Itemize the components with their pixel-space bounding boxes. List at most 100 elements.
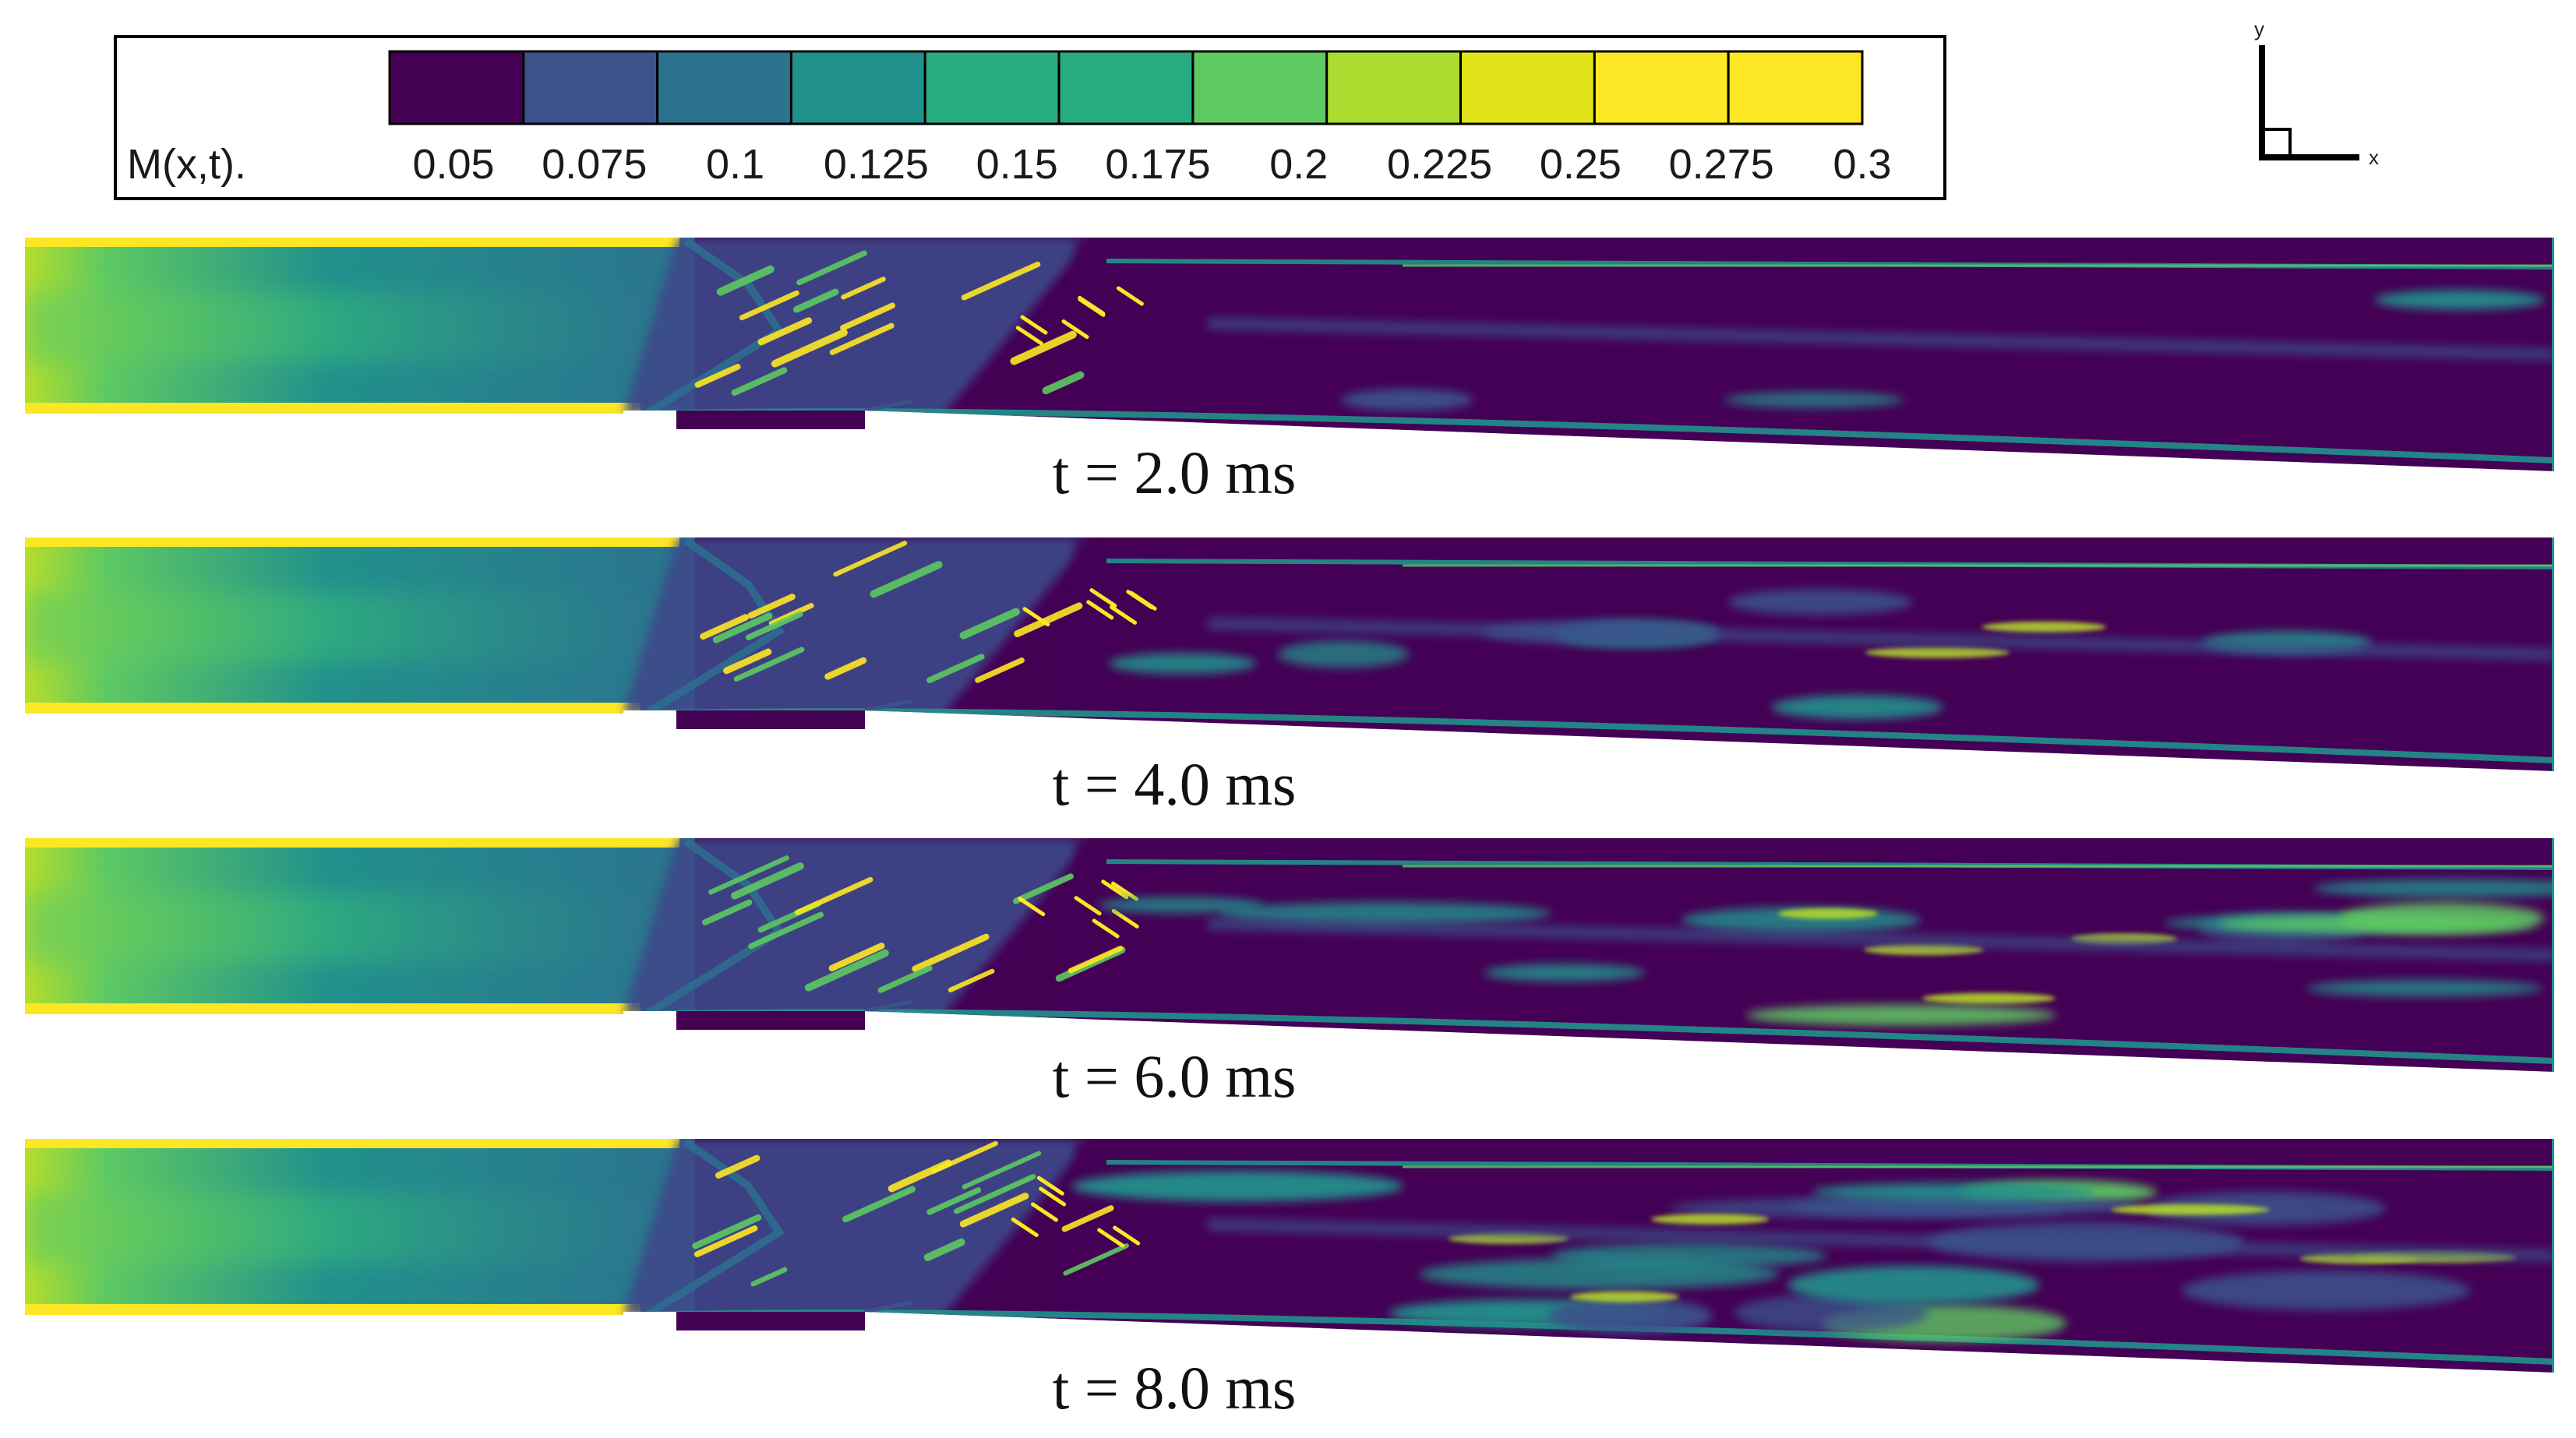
flow-structure	[1745, 1004, 2056, 1026]
flow-structure	[2111, 1204, 2270, 1215]
colorbar-cell	[1191, 50, 1329, 125]
shock-streak	[1030, 1202, 1058, 1222]
colorbar-legend: M(x,t). 0.05 0.075 0.1 0.125 0.15 0.175 0.2 0.2…	[114, 35, 1946, 200]
colorbar-cell	[1593, 50, 1730, 125]
shock-streak	[1111, 908, 1139, 929]
shock-streak	[694, 364, 741, 388]
shock-streak	[804, 949, 889, 992]
cavity-step	[676, 411, 865, 429]
shock-streak	[733, 647, 805, 682]
shock-streak	[708, 855, 789, 895]
flow-structure	[1724, 391, 1904, 408]
shock-streak	[1097, 1228, 1125, 1248]
shock-streak	[747, 594, 796, 619]
shock-streak	[1061, 1205, 1114, 1232]
shock-streak	[1018, 897, 1046, 917]
shock-streak	[1036, 1175, 1064, 1196]
flow-structure	[1727, 589, 1913, 615]
shock-streak	[947, 968, 995, 992]
shock-streak	[962, 1151, 1042, 1190]
colorbar-cell	[789, 50, 926, 125]
shock-streak	[833, 541, 908, 577]
time-label: t = 4.0 ms	[1053, 750, 1297, 818]
flow-panel: t = 6.0 ms	[25, 838, 2554, 1110]
shock-streak	[887, 1159, 952, 1193]
shock-streak	[1012, 873, 1074, 904]
lower-wall-layer	[25, 1304, 640, 1315]
shock-streak	[829, 322, 895, 355]
shock-streak	[870, 561, 943, 598]
flow-structure	[1277, 640, 1410, 668]
upper-wall-layer	[25, 537, 679, 547]
shock-streak	[912, 933, 990, 972]
shock-streak	[828, 943, 885, 972]
shock-streak	[953, 1174, 1036, 1214]
shock-streak	[959, 1192, 1029, 1228]
shock-streak	[840, 302, 896, 331]
shock-streak	[748, 911, 824, 950]
shock-streak	[1110, 604, 1138, 625]
shock-streak	[1067, 945, 1124, 974]
shock-streak	[1113, 1225, 1141, 1246]
shock-streak	[1111, 881, 1139, 901]
colorbar-cell	[923, 50, 1060, 125]
shock-streak	[793, 288, 839, 313]
colorbar-tick-label: 0.3	[1833, 141, 1891, 188]
shock-streak	[926, 654, 985, 684]
shock-streak	[1129, 590, 1157, 611]
colorbar-tick-labels: 0.05 0.075 0.1 0.125 0.15 0.175 0.2 0.225 0.25 0.…	[412, 141, 1891, 188]
colorbar-cell	[1727, 50, 1864, 125]
shock-streak	[796, 250, 867, 286]
shock-streak	[975, 657, 1025, 683]
flow-panel: t = 2.0 ms	[25, 238, 2554, 506]
colorbar-tick-label: 0.275	[1669, 141, 1774, 188]
upper-wall-layer	[25, 1139, 679, 1148]
flow-structure	[1097, 897, 1265, 914]
flow-structure	[1811, 1182, 2096, 1201]
shock-streak	[771, 329, 848, 368]
flow-structure	[1771, 695, 1944, 720]
lower-wall-layer	[25, 703, 640, 714]
shock-streak	[1011, 1217, 1039, 1237]
colorbar-tick-label: 0.125	[824, 141, 929, 188]
colorbar-tick-label: 0.175	[1105, 141, 1210, 188]
colorbar-tick-label: 0.1	[706, 141, 764, 188]
shock-streak	[959, 608, 1020, 640]
cavity-step	[676, 1312, 865, 1331]
time-label: t = 6.0 ms	[1053, 1042, 1297, 1110]
colorbar-cell	[1325, 50, 1463, 125]
flow-structure	[1865, 647, 2010, 658]
shock-streak	[693, 1225, 758, 1257]
shock-streak	[715, 1154, 760, 1179]
colorbar-tick-label: 0.05	[412, 141, 494, 188]
flow-structure	[1789, 1196, 2141, 1217]
shock-streak	[731, 367, 788, 397]
flow-field-panels: t = 2.0 ms t = 4.0 ms t = 6.0 ms t = 8.0 ms	[25, 238, 2554, 1422]
flow-structure	[2218, 915, 2537, 934]
flow-structure	[1570, 1291, 1679, 1302]
shock-streak	[1101, 879, 1129, 900]
time-label: t = 2.0 ms	[1053, 439, 1297, 506]
x-axis-label: x	[2369, 146, 2379, 169]
upper-wall-layer	[25, 238, 679, 247]
colorbar-cell	[656, 50, 792, 125]
time-label: t = 8.0 ms	[1053, 1354, 1297, 1422]
colorbar-scale	[388, 50, 1864, 125]
cavity-step	[676, 1011, 865, 1030]
shock-streak	[712, 612, 773, 643]
colorbar-tick-label: 0.15	[976, 141, 1058, 188]
lower-wall-layer	[25, 403, 640, 414]
axes-triad: y x	[2254, 17, 2379, 169]
flow-structure	[2313, 879, 2554, 898]
cavity-step	[676, 710, 865, 729]
colorbar-cell	[1459, 50, 1596, 125]
shock-streak	[961, 261, 1041, 301]
shock-streak	[1074, 896, 1102, 916]
shock-streak	[757, 317, 813, 346]
shock-streak	[1089, 588, 1117, 608]
shock-streak	[700, 614, 750, 640]
flow-structure	[1108, 653, 1257, 675]
shock-streak	[731, 862, 804, 900]
flow-structure	[1922, 992, 2056, 1004]
